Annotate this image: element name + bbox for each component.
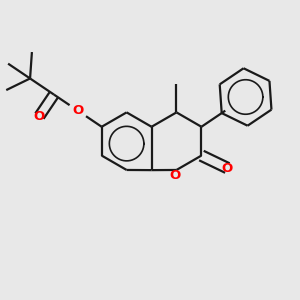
Text: O: O: [169, 169, 181, 182]
Text: O: O: [72, 104, 83, 117]
Text: O: O: [222, 161, 233, 175]
Text: O: O: [34, 110, 45, 123]
